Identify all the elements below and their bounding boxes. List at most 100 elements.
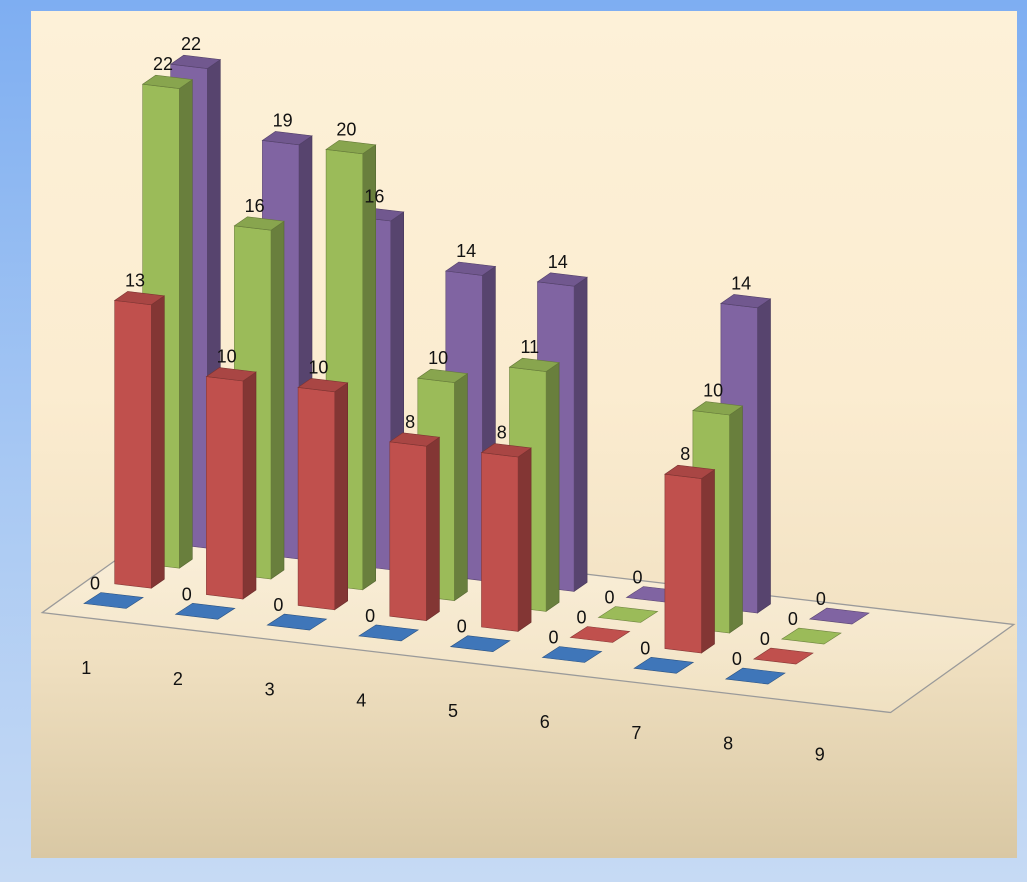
bar-series-2-cat-3 xyxy=(297,378,349,611)
bar-series-1-cat-1 xyxy=(83,592,144,609)
data-label: 14 xyxy=(548,252,568,272)
data-label: 0 xyxy=(604,588,614,608)
bar-top xyxy=(325,140,377,155)
data-label: 0 xyxy=(816,589,826,609)
data-label: 0 xyxy=(182,584,192,604)
bar-front xyxy=(389,441,427,621)
data-label: 0 xyxy=(273,595,283,615)
bar-flat xyxy=(541,646,603,663)
data-label: 0 xyxy=(548,628,558,648)
data-label: 0 xyxy=(457,617,467,637)
x-tick-label: 2 xyxy=(173,669,183,689)
bar-front xyxy=(297,387,336,611)
bar-top xyxy=(261,131,313,146)
bar-top xyxy=(113,291,166,306)
x-tick-label: 3 xyxy=(265,680,275,700)
x-tick-label: 5 xyxy=(448,701,458,721)
bar-flat xyxy=(449,635,511,653)
bar-flat xyxy=(174,602,236,620)
bar-front xyxy=(481,452,519,632)
data-label: 14 xyxy=(456,241,476,261)
bar-side xyxy=(242,371,257,600)
bar-side xyxy=(454,373,468,602)
bar-top xyxy=(692,401,744,416)
bar-top xyxy=(536,272,588,287)
bar-top xyxy=(169,54,222,69)
bar-top xyxy=(205,367,257,382)
bar-side xyxy=(151,295,165,589)
data-label: 0 xyxy=(90,574,100,594)
bar-series-1-cat-2 xyxy=(174,602,236,620)
data-label: 16 xyxy=(245,196,265,216)
bar-flat xyxy=(358,624,420,642)
bar-series-1-cat-3 xyxy=(266,613,328,631)
data-label: 22 xyxy=(181,34,201,54)
bar-flat xyxy=(808,607,870,625)
bar-flat xyxy=(633,656,695,674)
x-tick-label: 6 xyxy=(540,712,550,732)
data-label: 16 xyxy=(364,187,384,207)
data-label: 0 xyxy=(788,609,798,629)
bar-flat xyxy=(597,606,659,623)
bar-flat xyxy=(780,627,842,645)
x-tick-label: 1 xyxy=(81,658,91,678)
bar-flat xyxy=(266,613,328,631)
data-label: 8 xyxy=(680,444,690,464)
data-label: 10 xyxy=(217,347,237,367)
bar-top xyxy=(388,432,441,447)
bar-series-2-cat-2 xyxy=(205,367,257,600)
bar-side xyxy=(701,469,715,654)
bar-side xyxy=(757,298,771,614)
bar-series-2-cat-4 xyxy=(388,432,441,622)
bar-side xyxy=(362,144,377,591)
x-tick-label: 8 xyxy=(723,734,733,754)
data-label: 10 xyxy=(703,381,723,401)
data-label: 10 xyxy=(428,348,448,368)
bar-top xyxy=(508,357,560,372)
bar-series-3-cat-6 xyxy=(597,606,659,623)
data-label: 0 xyxy=(640,638,650,658)
bar-side xyxy=(426,436,440,622)
bar-side xyxy=(517,447,532,632)
bar-side xyxy=(270,220,285,580)
x-axis-ticks: 1 2 3 4 5 6 7 8 9 xyxy=(81,658,825,764)
bar-side xyxy=(545,362,560,612)
bar-top xyxy=(720,294,772,309)
bar-top xyxy=(297,378,349,393)
data-label: 22 xyxy=(153,54,173,74)
bar-top xyxy=(664,464,716,479)
data-label: 10 xyxy=(308,357,328,377)
bar-series-2-cat-5 xyxy=(480,443,532,632)
data-label: 0 xyxy=(760,629,770,649)
data-label: 19 xyxy=(273,110,293,130)
bar-flat xyxy=(752,647,814,665)
bar-top xyxy=(416,368,469,383)
x-tick-label: 4 xyxy=(356,690,366,710)
x-tick-label: 9 xyxy=(815,744,825,764)
data-label: 14 xyxy=(731,273,751,293)
bar-side xyxy=(179,79,193,569)
bar-front xyxy=(664,473,702,654)
data-label: 0 xyxy=(576,608,586,628)
data-label: 0 xyxy=(365,606,375,626)
data-label: 8 xyxy=(497,423,507,443)
bar-series-3-cat-8 xyxy=(780,627,842,645)
bar-series-1-cat-4 xyxy=(358,624,420,642)
bar-top xyxy=(444,261,497,276)
bar-series-2-cat-1 xyxy=(113,291,166,589)
bar-front xyxy=(206,376,244,600)
bar-flat xyxy=(724,667,786,685)
bar-flat xyxy=(83,592,144,609)
data-label: 11 xyxy=(520,337,539,357)
bar-front xyxy=(114,300,152,589)
data-label: 0 xyxy=(632,568,642,588)
bar-top xyxy=(141,74,194,89)
bar-side xyxy=(334,382,349,611)
bar-series-2-cat-7 xyxy=(664,464,716,654)
bar-series-4-cat-8 xyxy=(808,607,870,625)
data-label: 0 xyxy=(732,649,742,669)
bars-layer xyxy=(83,54,870,685)
bar-series-1-cat-8 xyxy=(724,667,786,685)
